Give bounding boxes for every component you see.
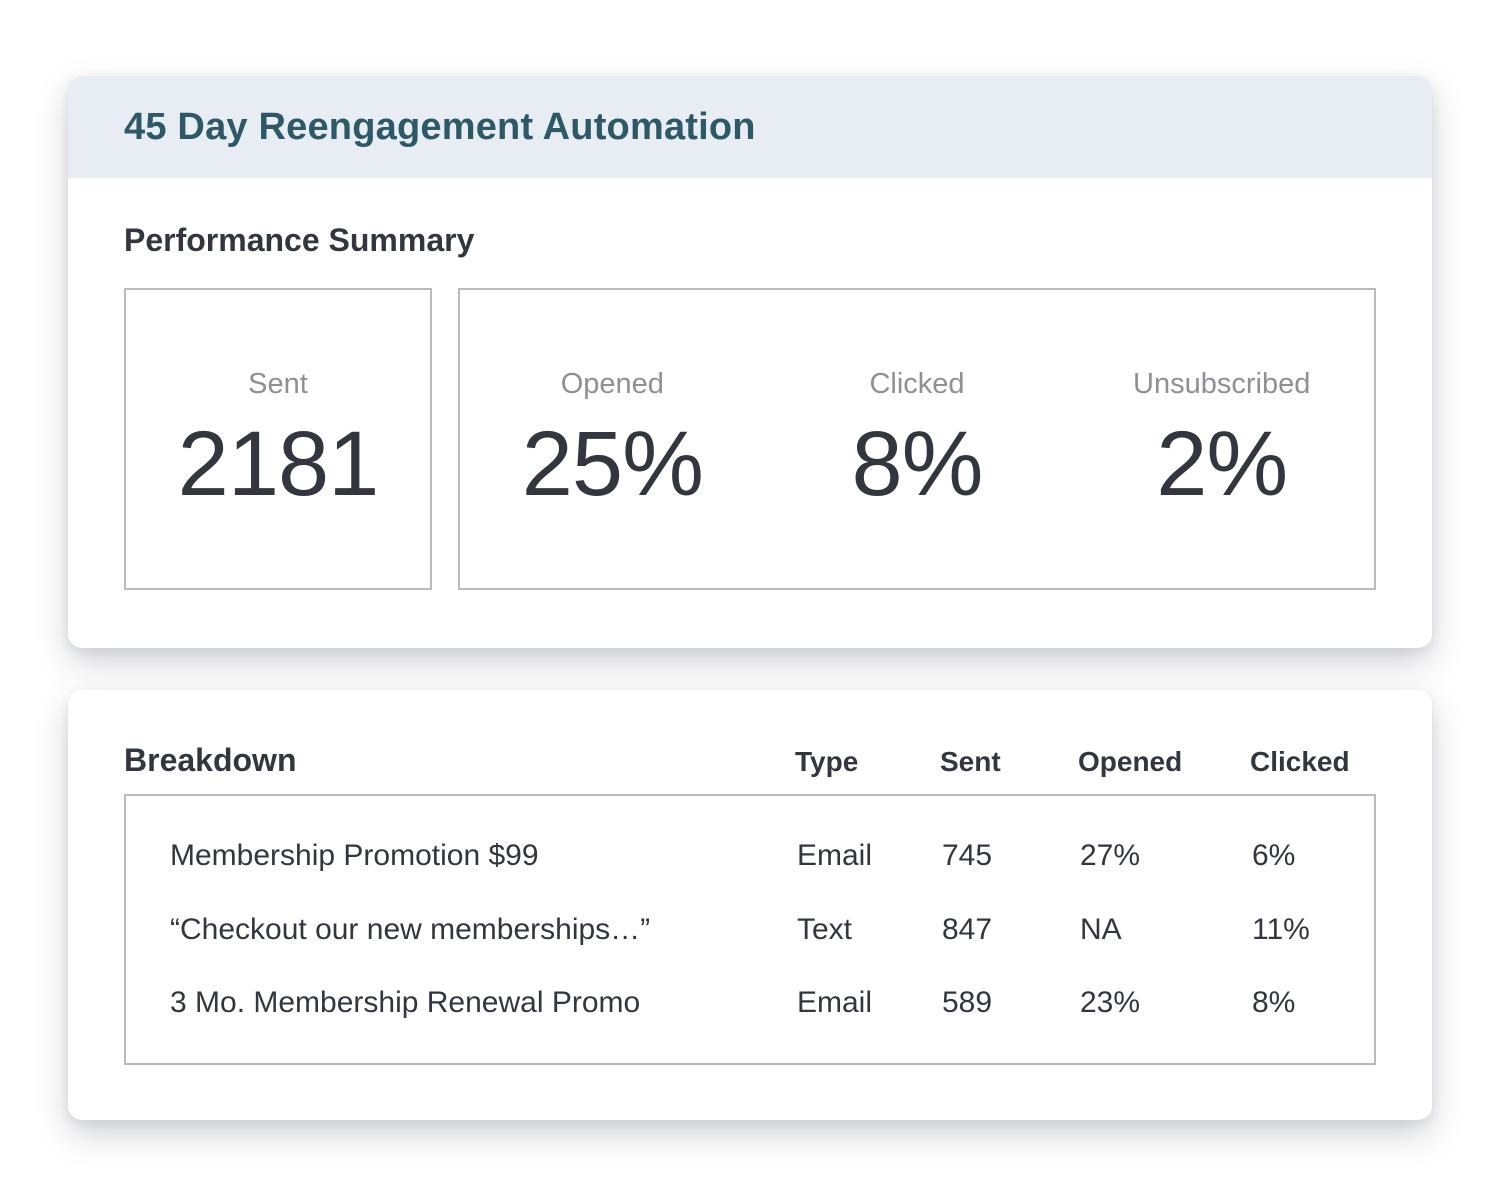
metric-clicked: Clicked 8% — [765, 366, 1070, 512]
column-header-clicked: Clicked — [1250, 746, 1350, 777]
row-opened: NA — [1080, 912, 1122, 946]
metric-sent: Sent 2181 — [126, 366, 430, 512]
metrics-row: Sent 2181 Opened 25% Clicked 8% Unsubscr… — [124, 288, 1376, 590]
row-clicked: 11% — [1252, 912, 1310, 946]
row-name: “Checkout our new memberships…” — [170, 912, 651, 946]
row-type: Text — [797, 912, 853, 946]
metric-opened: Opened 25% — [460, 366, 765, 512]
metric-unsubscribed: Unsubscribed 2% — [1069, 366, 1374, 512]
table-row: “Checkout our new memberships…” Text 847… — [126, 911, 1374, 949]
row-sent: 589 — [942, 985, 993, 1019]
unsubscribed-metric-label: Unsubscribed — [1133, 368, 1311, 400]
performance-summary-heading: Performance Summary — [124, 222, 475, 258]
automation-card-header: 45 Day Reengagement Automation — [68, 76, 1432, 178]
opened-metric-value: 25% — [521, 413, 704, 515]
row-sent: 745 — [942, 839, 993, 873]
row-type: Email — [797, 839, 873, 873]
unsubscribed-metric-value: 2% — [1156, 413, 1288, 515]
table-row: 3 Mo. Membership Renewal Promo Email 589… — [126, 984, 1374, 1022]
automation-card-title: 45 Day Reengagement Automation — [124, 105, 756, 148]
automation-summary-card: 45 Day Reengagement Automation Performan… — [68, 76, 1432, 648]
breakdown-header-row: Breakdown Type Sent Opened Clicked — [124, 742, 1376, 779]
breakdown-table: Membership Promotion $99 Email 745 27% 6… — [124, 794, 1376, 1065]
breakdown-heading: Breakdown — [124, 742, 297, 778]
column-header-sent: Sent — [940, 746, 1001, 777]
row-type: Email — [797, 985, 873, 1019]
sent-metric-box: Sent 2181 — [124, 288, 432, 590]
sent-metric-label: Sent — [248, 368, 308, 400]
automation-card-body: Performance Summary Sent 2181 Opened 25%… — [68, 178, 1432, 590]
table-row: Membership Promotion $99 Email 745 27% 6… — [126, 837, 1374, 875]
rates-metric-box: Opened 25% Clicked 8% Unsubscribed 2% — [458, 288, 1376, 590]
sent-metric-value: 2181 — [177, 413, 380, 515]
column-header-type: Type — [795, 746, 859, 777]
row-opened: 23% — [1080, 985, 1141, 1019]
row-opened: 27% — [1080, 839, 1141, 873]
row-name: Membership Promotion $99 — [170, 839, 539, 873]
row-clicked: 8% — [1252, 985, 1296, 1019]
breakdown-card: Breakdown Type Sent Opened Clicked Membe… — [68, 690, 1432, 1120]
row-clicked: 6% — [1252, 839, 1296, 873]
row-sent: 847 — [942, 912, 993, 946]
clicked-metric-label: Clicked — [869, 368, 965, 400]
row-name: 3 Mo. Membership Renewal Promo — [170, 985, 641, 1019]
column-header-opened: Opened — [1078, 746, 1183, 777]
clicked-metric-value: 8% — [851, 413, 984, 515]
opened-metric-label: Opened — [560, 368, 664, 400]
